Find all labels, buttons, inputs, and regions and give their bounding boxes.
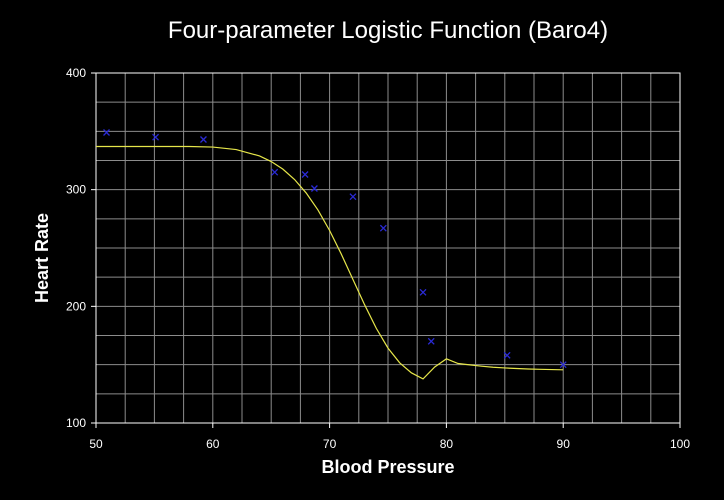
data-point-stroke [310, 185, 318, 192]
y-tick-label: 100 [66, 416, 86, 430]
data-point-stroke [559, 361, 567, 369]
x-tick-label: 90 [557, 437, 571, 451]
data-point [271, 168, 279, 176]
data-point-stroke [427, 337, 435, 345]
x-tick-label: 70 [323, 437, 337, 451]
data-point [503, 351, 511, 359]
data-point-stroke [152, 133, 160, 141]
data-point-stroke [199, 136, 207, 143]
data-point [152, 133, 160, 141]
y-tick-label: 200 [66, 299, 86, 313]
data-point-stroke [419, 288, 427, 296]
data-point-stroke [271, 168, 279, 176]
y-tick-label: 400 [66, 66, 86, 80]
data-point [379, 224, 387, 232]
x-tick-label: 80 [440, 437, 454, 451]
data-point-stroke [103, 129, 110, 136]
y-axis-label: Heart Rate [32, 213, 52, 303]
data-point [427, 337, 435, 345]
data-point [103, 129, 110, 136]
x-tick-label: 50 [89, 437, 103, 451]
fit-curve [96, 145, 564, 380]
data-point-stroke [379, 224, 387, 232]
data-point [301, 171, 309, 178]
data-point-stroke [301, 171, 309, 178]
chart-title: Four-parameter Logistic Function (Baro4) [168, 17, 608, 44]
data-point-stroke [503, 351, 511, 359]
x-tick-label: 100 [670, 437, 690, 451]
plot-frame [95, 72, 681, 424]
data-point [419, 288, 427, 296]
data-points-layer [103, 129, 567, 369]
data-point [310, 185, 318, 192]
data-point [199, 136, 207, 143]
y-tick-label: 300 [66, 183, 86, 197]
data-point [349, 193, 357, 201]
data-point [559, 361, 567, 369]
axes [91, 72, 681, 428]
tick-labels: 50 60 70 80 90 100 100 200 300 400 [66, 66, 690, 451]
x-tick-label: 60 [206, 437, 220, 451]
fit-curve-layer [96, 145, 564, 380]
x-axis-label: Blood Pressure [321, 457, 454, 477]
grid [96, 73, 680, 423]
data-point-stroke [349, 193, 357, 201]
